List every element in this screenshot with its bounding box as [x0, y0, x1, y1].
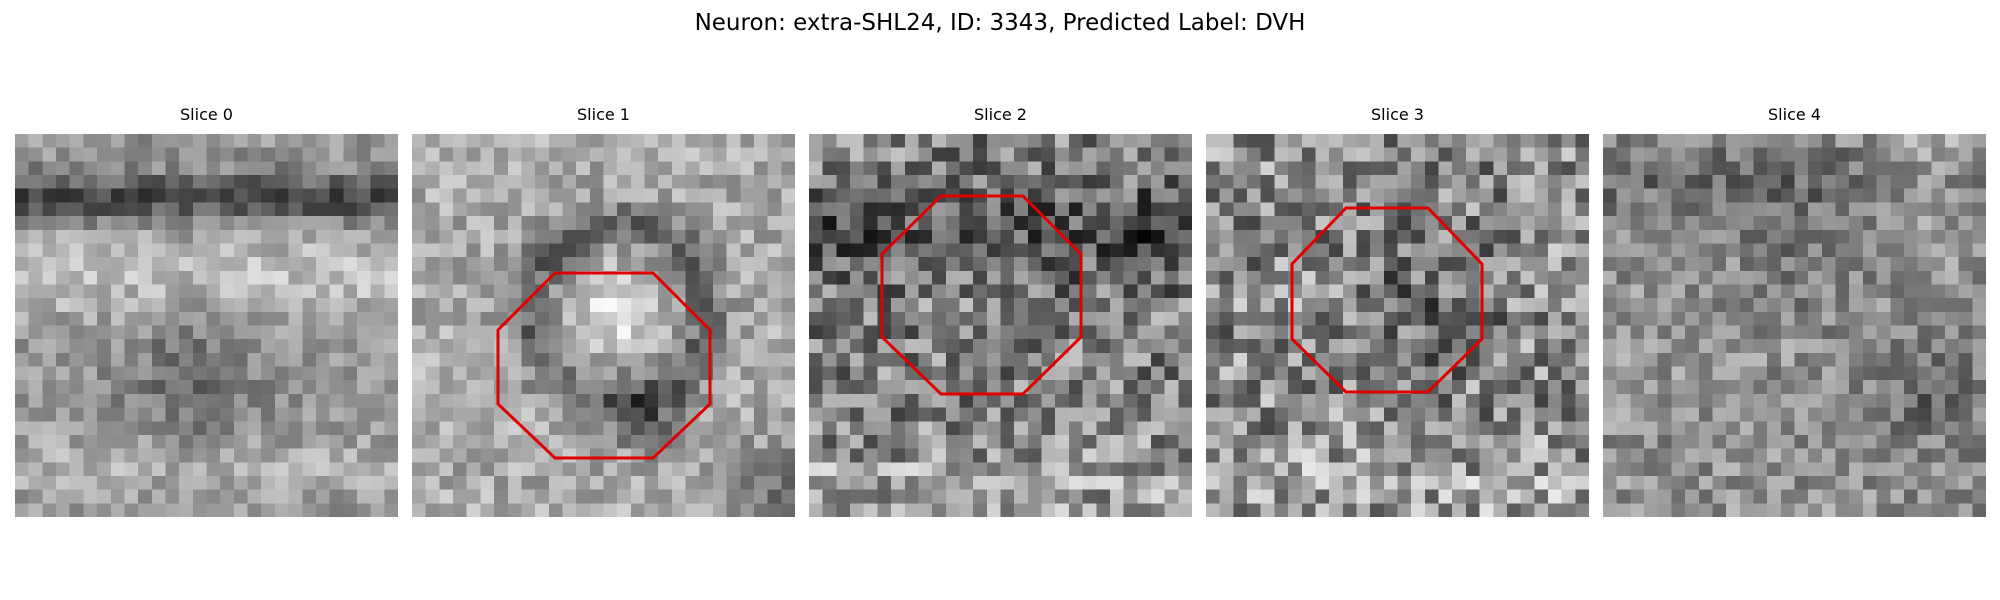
grayscale-image: [412, 134, 795, 517]
slice-panel-3: Slice 3: [1206, 104, 1589, 517]
roi-octagon: [880, 194, 1083, 396]
slice-image: [809, 134, 1192, 517]
slice-panel-4: Slice 4: [1603, 104, 1986, 517]
slice-title: Slice 0: [180, 105, 233, 124]
grayscale-image: [809, 134, 1192, 517]
grayscale-image: [15, 134, 398, 517]
slice-image: [15, 134, 398, 517]
slice-panel-1: Slice 1: [412, 104, 795, 517]
roi-octagon: [1290, 206, 1484, 394]
slice-title: Slice 4: [1768, 105, 1821, 124]
figure-title: Neuron: extra-SHL24, ID: 3343, Predicted…: [694, 10, 1306, 36]
slice-image: [1206, 134, 1589, 517]
slice-title: Slice 3: [1371, 105, 1424, 124]
grayscale-image: [1603, 134, 1986, 517]
roi-outline: [880, 194, 1083, 396]
grayscale-image: [1206, 134, 1589, 517]
slice-panel-0: Slice 0: [15, 104, 398, 517]
slice-title: Slice 2: [974, 105, 1027, 124]
slice-image: [1603, 134, 1986, 517]
roi-octagon: [496, 271, 712, 460]
roi-outline: [1290, 206, 1484, 394]
slice-panel-2: Slice 2: [809, 104, 1192, 517]
roi-outline: [496, 271, 712, 460]
slice-title: Slice 1: [577, 105, 630, 124]
slice-image: [412, 134, 795, 517]
